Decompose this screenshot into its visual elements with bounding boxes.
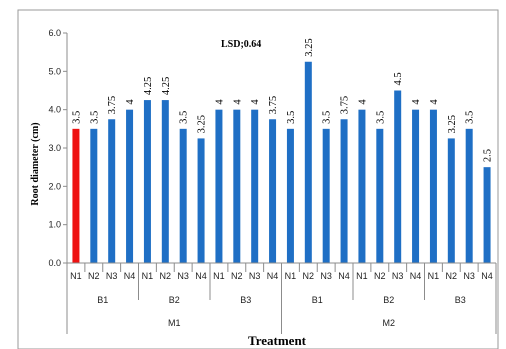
data-label: 3.25 [197,115,208,133]
data-label: 3.5 [286,111,297,124]
y-tick-label: 0.0 [48,258,61,268]
data-label: 3.5 [322,111,333,124]
x-tick-label: N4 [338,271,350,281]
x-tick-label: N1 [142,271,154,281]
x-tick-label: N3 [463,271,475,281]
data-label: 3.75 [268,96,279,114]
data-label: 3.75 [340,96,351,114]
x-tick-label: N1 [213,271,225,281]
y-tick-label: 5.0 [48,66,61,76]
data-label: 3.25 [304,38,315,56]
x-tick-label: N2 [374,271,386,281]
y-tick-label: 4.0 [48,105,61,115]
bar [340,119,348,263]
data-label: 3.5 [179,111,190,124]
y-tick-label: 3.0 [48,143,61,153]
bar [304,61,312,263]
data-label: 3.25 [447,115,458,133]
data-label: 4 [125,99,136,105]
x-tick-label: N2 [446,271,458,281]
data-label: 3.75 [107,96,118,114]
y-tick-label: 6.0 [48,28,61,38]
bars [72,61,491,264]
data-label: 4 [411,99,422,105]
group-label: B1 [97,295,108,305]
bar [72,128,80,263]
bar [447,138,455,263]
value-labels: 3.5 3.5 3.75 4 4.25 4.25 3.5 3.25 4 4 4 3.75 3.5 3.25… [71,38,493,162]
data-label: 3.5 [89,111,100,124]
main-group-label: M1 [168,318,181,328]
bar [483,167,491,263]
x-tick-label: N3 [249,271,261,281]
data-label: 4.25 [161,77,172,95]
bar [251,109,259,264]
group-label: B2 [383,295,394,305]
x-tick-label: N2 [231,271,243,281]
x-tick-label: N2 [160,271,172,281]
data-label: 4 [214,99,225,105]
bar [233,109,241,264]
x-tick-label: N4 [267,271,279,281]
x-tick-label: N3 [106,271,118,281]
data-label: 4 [232,99,243,105]
bar [322,128,330,263]
x-tick-label: N3 [320,271,332,281]
x-tick-label: N3 [392,271,404,281]
bar [108,119,116,263]
bar [358,109,366,264]
data-label: 4.25 [143,77,154,95]
y-axis: 0.0 1.0 2.0 3.0 4.0 5.0 6.0 [48,28,68,268]
x-tick-label: N4 [124,271,136,281]
bar [286,128,294,263]
x-tick-label: N4 [195,271,207,281]
group-label: B2 [169,295,180,305]
bar [215,109,223,264]
data-label: 3.5 [71,111,82,124]
y-tick-label: 2.0 [48,181,61,191]
x-tick-label: N4 [481,271,493,281]
x-tick-label: N3 [177,271,189,281]
y-axis-label: Root diameter (cm) [30,122,41,205]
data-label: 3.5 [465,111,476,124]
bar [412,109,420,264]
x-tick-label: N4 [410,271,422,281]
bar [269,119,277,263]
data-label: 4 [250,99,261,105]
lsd-annotation: LSD;0.64 [221,39,261,50]
group-label: B1 [312,295,323,305]
group-label: B3 [240,295,251,305]
bar [179,128,187,263]
bar [90,128,98,263]
x-axis: N1 N2 N3 N4 N1 N2 N3 N4 N1 N2 N3 N4 N1 N2 N3 N4 N1 N2 N3 N4… [66,262,497,334]
x-tick-label: N1 [428,271,440,281]
y-tick-label: 1.0 [48,220,61,230]
x-axis-label: Treatment [248,333,307,348]
bar [126,109,134,264]
x-tick-label: N1 [285,271,297,281]
group-label: B3 [455,295,466,305]
bar [394,90,402,263]
bar [429,109,437,264]
bar [465,128,473,263]
bar [143,100,151,263]
bar [197,138,205,263]
main-group-label: M2 [382,318,395,328]
data-label: 2.5 [483,149,494,162]
x-tick-label: N1 [356,271,368,281]
x-tick-label: N2 [303,271,315,281]
data-label: 4.5 [393,72,404,85]
bar [161,100,169,263]
x-tick-label: N1 [70,271,82,281]
data-label: 4 [357,99,368,105]
bar [376,128,384,263]
x-tick-label: N2 [88,271,100,281]
data-label: 3.5 [375,111,386,124]
data-label: 4 [429,99,440,105]
